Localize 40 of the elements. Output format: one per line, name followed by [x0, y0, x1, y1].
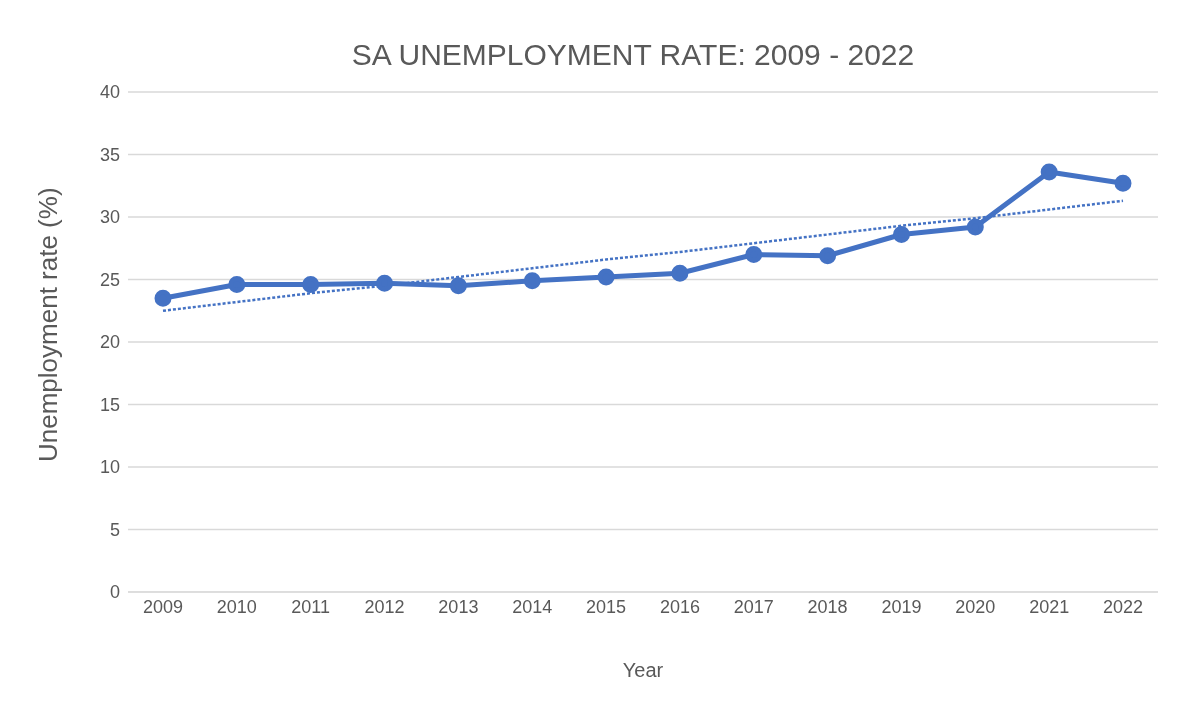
x-tick-label: 2021	[1029, 596, 1070, 617]
point	[1040, 163, 1058, 181]
chart-title: SA UNEMPLOYMENT RATE: 2009 - 2022	[350, 37, 916, 72]
point	[892, 226, 910, 243]
y-tick-label: 20	[99, 332, 120, 353]
point	[449, 277, 467, 295]
x-axis-title: Year	[622, 659, 664, 681]
x-tick-label: 2016	[659, 596, 700, 617]
x-tick-label: 2015	[586, 596, 627, 617]
x-tick-label: 2009	[142, 596, 184, 617]
point	[819, 247, 837, 265]
y-tick-label: 10	[99, 457, 120, 478]
x-tick-label: 2014	[512, 596, 553, 617]
point	[1114, 174, 1132, 192]
y-tick-label: 30	[99, 207, 120, 228]
point	[154, 289, 172, 307]
y-tick-label: 5	[109, 519, 120, 540]
y-tick-label: 35	[99, 144, 120, 165]
x-tick-label: 2019	[881, 596, 922, 617]
x-tick-label: 2022	[1102, 596, 1144, 617]
x-tick-label: 2020	[955, 596, 996, 617]
point	[966, 218, 984, 236]
point	[302, 276, 320, 293]
point	[597, 268, 615, 286]
x-tick-label: 2011	[291, 596, 331, 617]
y-tick-label: 40	[99, 82, 120, 103]
x-tick-label: 2013	[438, 596, 479, 617]
x-tick-label: 2017	[733, 596, 774, 617]
point	[228, 276, 246, 293]
y-tick-label: 15	[99, 394, 120, 415]
x-tick-label: 2010	[216, 596, 257, 617]
x-tick-label: 2018	[807, 596, 848, 617]
x-tick-label: 2012	[364, 596, 405, 617]
point	[745, 246, 763, 263]
y-axis-title: Unemployment rate (%)	[33, 187, 64, 462]
point	[671, 264, 689, 282]
point	[376, 274, 394, 292]
point	[523, 272, 541, 290]
y-tick-label: 0	[109, 582, 120, 603]
y-tick-label: 25	[99, 269, 120, 290]
